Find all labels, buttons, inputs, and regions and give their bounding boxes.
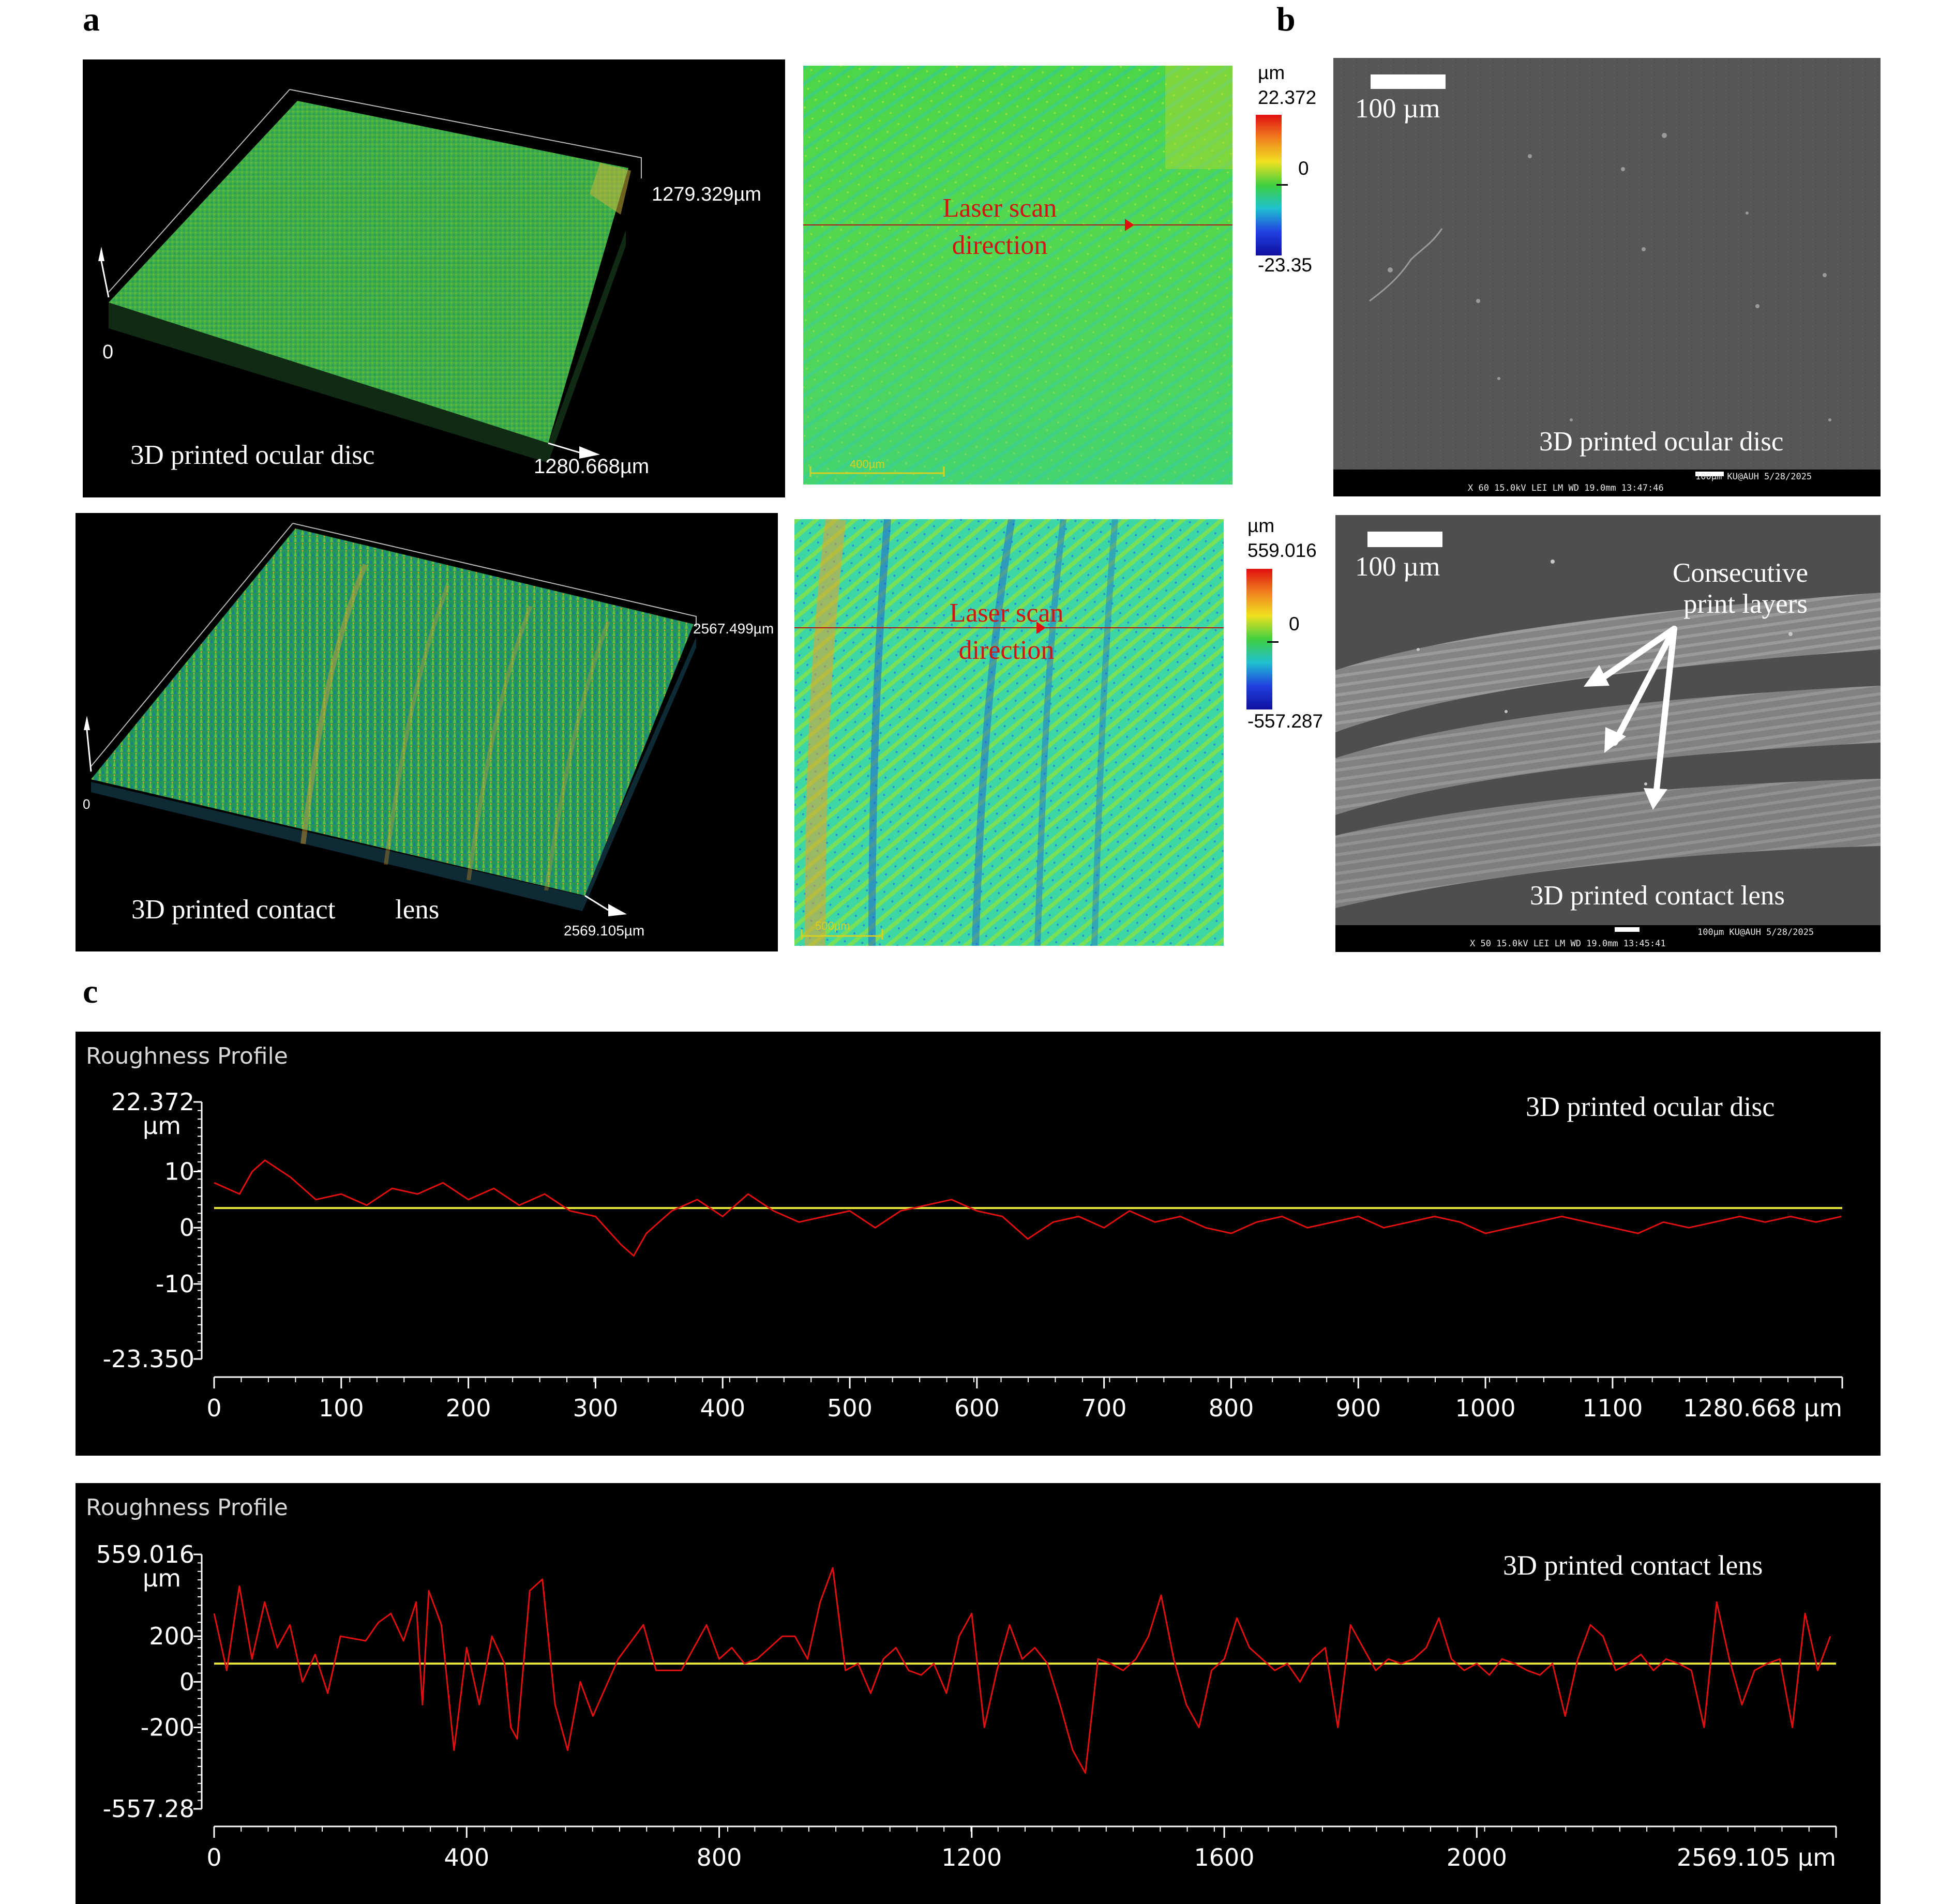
sem-lens-meta-top: 100µm KU@AUH 5/28/2025 <box>1697 927 1814 938</box>
disc-3d-sample-label: 3D printed ocular disc <box>130 440 375 470</box>
lens-3d-sample-label-1: 3D printed contact <box>131 895 336 925</box>
chart-1-x-tick-label: 0 <box>206 1394 221 1422</box>
chart-2-y-tick-label: -557.28 <box>102 1795 194 1823</box>
chart-2-y-tick-label: -200 <box>141 1714 194 1742</box>
chart-1-y-tick-label: 22.372 <box>111 1088 194 1116</box>
chart-2-x-tick-label: 0 <box>206 1843 221 1871</box>
lens-colorbar-unit: µm <box>1247 515 1275 536</box>
lens-colorbar-min: -557.287 <box>1247 711 1324 732</box>
sem-disc-image: 100 µm 3D printed ocular disc 100µm KU@A… <box>1333 58 1881 496</box>
sem-lens-annotation-line1: Consecutive <box>1673 558 1808 588</box>
disc-3d-x-extent: 1280.668µm <box>534 455 650 478</box>
sem-lens-annotation-line2: print layers <box>1683 589 1808 619</box>
lens-colorbar-zero: 0 <box>1289 613 1300 634</box>
lens-scan-label-line1: Laser scan <box>949 598 1064 628</box>
chart-1-y-unit: µm <box>143 1112 181 1140</box>
chart-2-series-line <box>213 1567 1831 1774</box>
lens-3d-y-extent: 2567.499µm <box>693 621 774 637</box>
disc-colorbar-unit: µm <box>1258 62 1285 83</box>
chart-1-series-line <box>214 1159 1842 1257</box>
chart-1-x-tick-label: 900 <box>1335 1394 1381 1422</box>
chart-2-y-unit: µm <box>143 1564 181 1592</box>
chart-1-x-tick-label: 800 <box>1209 1394 1254 1422</box>
disc-scan-label: Laser scan direction <box>865 190 1134 264</box>
chart-2-x-tick-label: 400 <box>444 1843 489 1871</box>
chart-1-x-tick-label: 100 <box>319 1394 364 1422</box>
sem-disc-sample-label: 3D printed ocular disc <box>1539 427 1784 457</box>
chart-2-x-tick-label: 1200 <box>941 1843 1002 1871</box>
lens-map-scalebar: 500µm <box>815 919 850 932</box>
chart-1-x-tick-label: 500 <box>827 1394 873 1422</box>
chart-1-sample-label: 3D printed ocular disc <box>1526 1091 1775 1122</box>
lens-colorbar-max: 559.016 <box>1247 540 1317 561</box>
chart-2-x-tick-label: 2000 <box>1447 1843 1507 1871</box>
panel-letter-b: b <box>1276 1 1296 38</box>
chart-1-y-tick-label: -23.350 <box>102 1345 194 1373</box>
sem-disc-meta-top: 100µm KU@AUH 5/28/2025 <box>1695 472 1812 482</box>
chart-2-y-tick-label: 559.016 <box>96 1540 194 1568</box>
chart-2-y-tick-label: 0 <box>179 1668 194 1696</box>
chart-2-y-tick-label: 200 <box>149 1622 194 1650</box>
sem-lens-annotation: Consecutive print layers <box>1673 557 1808 619</box>
chart-1-x-tick-label: 1000 <box>1455 1394 1516 1422</box>
lens-height-map: 500µm Laser scan direction <box>794 519 1224 946</box>
chart-2-x-tick-label: 2569.105 µm <box>1677 1843 1836 1871</box>
chart-1-x-tick-label: 1100 <box>1582 1394 1643 1422</box>
chart-2-sample-label: 3D printed contact lens <box>1503 1550 1763 1581</box>
chart-1-x-tick-label: 600 <box>954 1394 1000 1422</box>
lens-colorbar <box>1246 569 1272 709</box>
lens-3d-x-extent: 2569.105µm <box>564 923 645 939</box>
chart-1-y-tick-label: 10 <box>164 1157 194 1185</box>
chart-1-y-tick-label: 0 <box>179 1214 194 1242</box>
chart-2-x-tick-label: 1600 <box>1194 1843 1255 1871</box>
roughness-profile-disc: Roughness Profile 3D printed ocular disc… <box>76 1032 1881 1456</box>
lens-scan-label-line2: direction <box>958 636 1055 665</box>
panel-letter-c: c <box>83 973 98 1010</box>
disc-scan-label-line2: direction <box>952 231 1048 260</box>
chart-1-y-tick-label: -10 <box>156 1270 194 1298</box>
disc-colorbar-zero: 0 <box>1298 158 1309 179</box>
disc-3d-view: 1279.329µm 1280.668µm 0 3D printed ocula… <box>83 59 785 497</box>
chart-2-title: Roughness Profile <box>86 1494 288 1521</box>
chart-2-x-tick-label: 800 <box>697 1843 742 1871</box>
disc-3d-y-extent: 1279.329µm <box>652 184 762 205</box>
chart-1-x-tick-label: 1280.668 µm <box>1683 1394 1842 1422</box>
chart-1-x-tick-label: 700 <box>1081 1394 1127 1422</box>
disc-map-scalebar: 400µm <box>850 458 885 471</box>
disc-colorbar-max: 22.372 <box>1258 87 1317 108</box>
disc-height-map: 400µm Laser scan direction <box>803 66 1232 485</box>
disc-colorbar-min: -23.35 <box>1258 254 1312 276</box>
sem-lens-image: 100 µm Consecutive print layers 3D print… <box>1335 515 1881 952</box>
lens-scan-label: Laser scan direction <box>872 595 1141 669</box>
chart-1-x-tick-label: 200 <box>446 1394 491 1422</box>
disc-scan-label-line1: Laser scan <box>942 193 1057 223</box>
roughness-profile-lens: Roughness Profile 3D printed contact len… <box>76 1483 1881 1904</box>
chart-1-x-tick-label: 300 <box>573 1394 619 1422</box>
lens-3d-sample-label-2: lens <box>395 895 440 925</box>
panel-letter-a: a <box>83 1 100 38</box>
disc-3d-origin: 0 <box>102 341 114 363</box>
chart-1-title: Roughness Profile <box>86 1043 288 1069</box>
sem-disc-scalebar: 100 µm <box>1355 94 1440 124</box>
lens-3d-origin: 0 <box>83 796 91 812</box>
sem-lens-sample-label: 3D printed contact lens <box>1530 881 1785 911</box>
sem-lens-meta-bottom: X 50 15.0kV LEI LM WD 19.0mm 13:45:41 <box>1470 939 1666 949</box>
sem-disc-meta-bottom: X 60 15.0kV LEI LM WD 19.0mm 13:47:46 <box>1468 483 1664 493</box>
sem-lens-scalebar: 100 µm <box>1355 552 1440 582</box>
chart-1-x-tick-label: 400 <box>700 1394 745 1422</box>
lens-3d-view: 2567.499µm 2569.105µm 0 3D printed conta… <box>76 513 778 951</box>
